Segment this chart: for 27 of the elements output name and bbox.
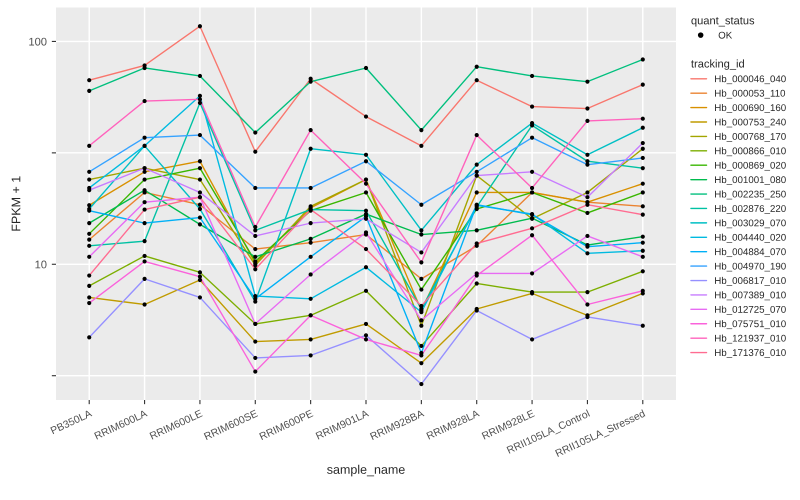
legend-title: tracking_id — [691, 59, 744, 70]
legend-label: Hb_075751_010 — [715, 320, 786, 330]
legend-label: Hb_000753_240 — [715, 118, 786, 128]
x-axis-title: sample_name — [327, 464, 405, 476]
legend-label: Hb_171376_010 — [715, 348, 786, 358]
legend-label: Hb_004970_190 — [715, 262, 786, 272]
y-tick-label: 100 — [29, 38, 47, 46]
legend-label: Hb_003029_070 — [715, 219, 786, 228]
text: OK — [718, 32, 732, 39]
text: quant_status — [691, 17, 754, 27]
legend-label: Hb_007389_010 — [715, 291, 786, 300]
y-tick-label: 10 — [35, 260, 47, 268]
y-axis-title: FPKM + 1 — [12, 176, 20, 231]
legend-label: Hb_000866_010 — [715, 147, 786, 156]
legend-label: Hb_000690_160 — [715, 104, 786, 113]
legend-label: Hb_000869_020 — [715, 162, 786, 171]
legend-label: Hb_000046_040 — [715, 75, 786, 84]
legend-label: Hb_012725_070 — [715, 306, 786, 315]
legend-label: Hb_004884_070 — [715, 248, 786, 258]
legend-label: Hb_000053_110 — [715, 90, 786, 99]
legend-label: Hb_000768_170 — [715, 132, 786, 142]
legend-label: Hb_001001_080 — [715, 176, 786, 185]
legend-label: Hb_004440_020 — [715, 234, 786, 243]
legend-label: Hb_121937_010 — [715, 334, 786, 344]
legend-label: Hb_002876_220 — [715, 204, 786, 214]
legend-label: Hb_006817_010 — [715, 276, 786, 286]
legend-label: Hb_002235_250 — [715, 190, 786, 200]
